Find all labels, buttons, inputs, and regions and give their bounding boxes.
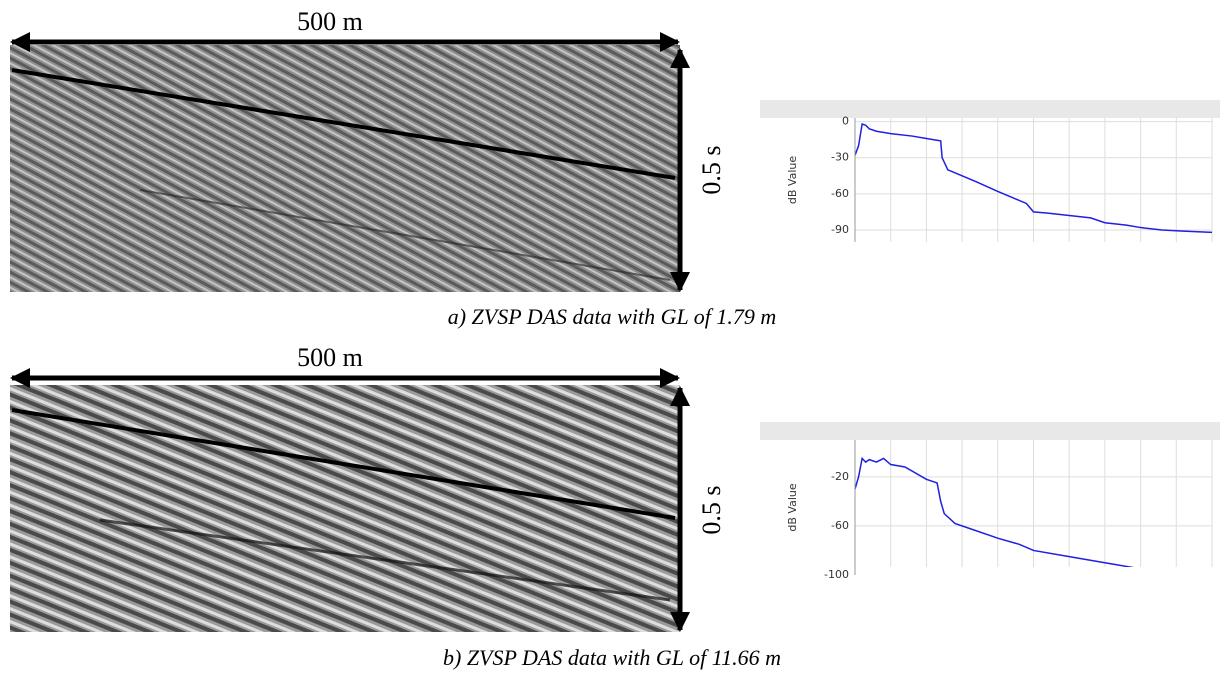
seismic-image-a [10,45,680,292]
y-tick-label: -30 [831,151,849,164]
time-label: 0.5 s [697,485,726,534]
axis-header [760,100,1220,118]
y-tick-label: -20 [831,470,849,483]
width-label: 500 m [297,7,363,36]
caption: a) ZVSP DAS data with GL of 1.79 m [448,304,777,329]
width-label: 500 m [297,343,363,372]
caption: b) ZVSP DAS data with GL of 11.66 m [443,645,781,670]
y-axis-label: dB Value [786,156,799,204]
y-axis-label: dB Value [786,483,799,531]
axis-header [760,422,1220,440]
spectrum-line [855,123,1213,234]
y-tick-label: -100 [824,568,849,581]
arrows [10,32,690,632]
y-tick-label: -90 [831,223,849,236]
time-label: 0.5 s [697,145,726,194]
spectrum-chart: 050100150200250300350400450500 [855,102,1215,242]
y-tick-label: 0 [842,115,849,128]
seismic-image-b [10,385,680,632]
y-tick-label: -60 [831,187,849,200]
spectrum-line [855,456,1135,567]
y-tick-label: -60 [831,519,849,532]
spectrum-chart: 050100150200250300350400450500 [855,424,1215,567]
